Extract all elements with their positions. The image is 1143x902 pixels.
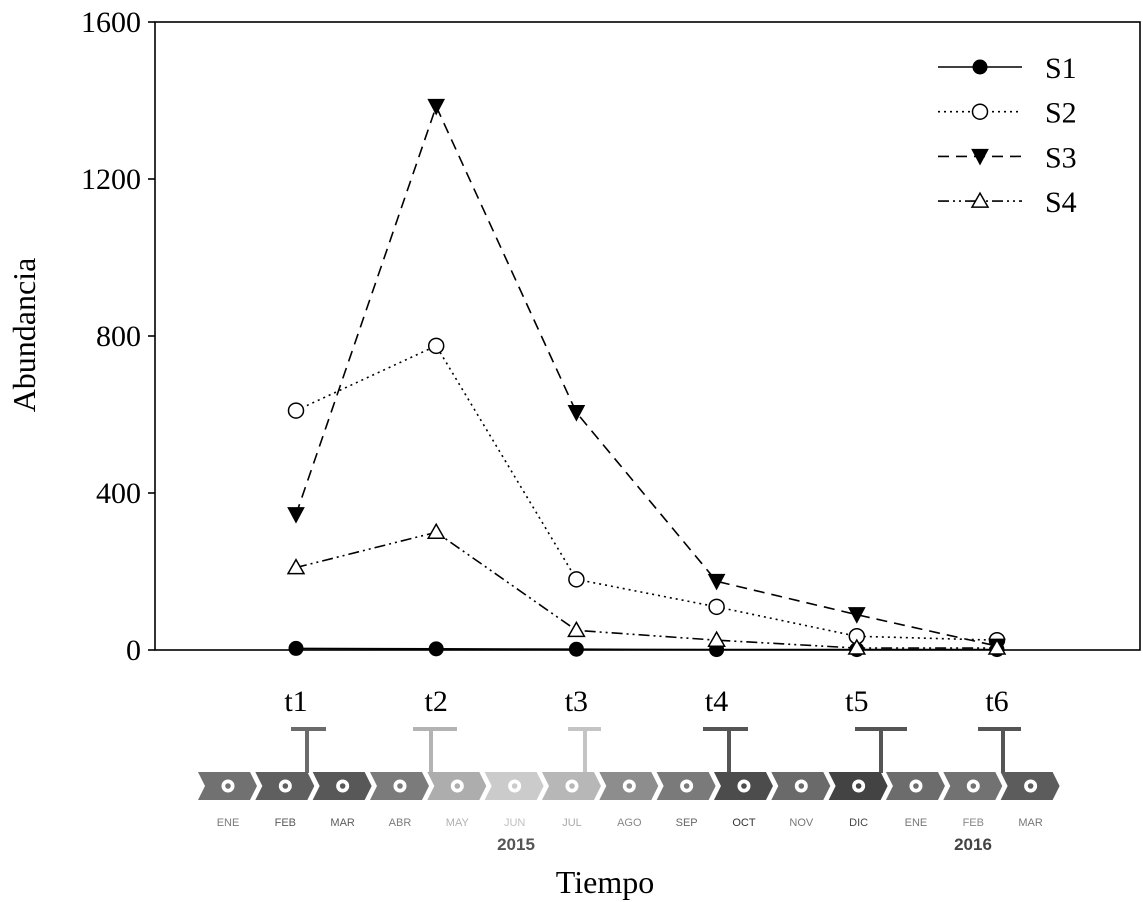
sampling-marker [291,727,326,773]
month-label: MAY [446,817,470,829]
x-category-label: t2 [425,685,448,718]
y-tick-label: 400 [96,477,141,510]
month-circle-dot [683,783,690,789]
month-label: MAR [1018,817,1043,829]
month-circle-dot [798,783,805,789]
month-label: DIC [849,817,868,829]
legend-filled-circle-icon [972,59,988,75]
legend-label: S2 [1045,97,1077,130]
y-tick-label: 1200 [81,163,141,196]
series-line-s1 [295,647,997,651]
legend-label: S3 [1045,141,1077,174]
month-label: JUL [562,817,582,829]
x-category-label: t4 [705,685,728,718]
month-label: FEB [275,817,296,829]
data-point-s3 [427,98,446,116]
month-circle-dot [913,783,919,789]
series-line-s2 [295,344,998,641]
month-circle-dot [511,783,518,789]
data-point-s2 [568,571,585,588]
y-axis-label: Abundancia [6,258,42,413]
legend: S1 S2 S3 S4 [938,52,1077,219]
legend-open-circle-icon [971,103,989,120]
legend-filled-triangle-down-icon [971,148,989,166]
month-circle-dot [855,783,862,789]
series-group [286,98,1007,658]
data-point-s3 [567,405,586,422]
data-point-s3 [707,573,726,591]
month-label: ENE [217,817,240,829]
data-point-s4 [987,638,1007,655]
month-circle-dot [397,783,403,789]
series-line-s3 [295,104,998,647]
month-label: OCT [732,817,756,829]
year-label: 2016 [954,835,992,854]
axes: 0 400 800 1200 1600 t1 t2 t3 t4 t5 t6 [81,6,1141,718]
month-label: MAR [330,817,355,829]
sampling-marker [703,727,748,773]
data-point-s3 [287,507,305,524]
month-label: ABR [389,817,412,829]
y-tick-label: 0 [126,634,141,667]
month-label: NOV [789,817,814,829]
month-circle-dot [569,783,575,789]
x-category-label: t6 [985,685,1008,718]
data-point-s2 [708,598,725,616]
month-circle-dot [454,783,461,789]
y-tick-label: 1600 [81,6,141,39]
data-point-s4 [847,638,867,655]
month-label: AGO [617,817,642,829]
data-point-s4 [426,522,446,539]
month-circle-dot [339,783,346,789]
data-point-s1 [428,641,444,657]
data-point-s4 [707,630,726,647]
sampling-marker [855,727,907,773]
data-point-s1 [568,641,584,657]
x-category-label: t1 [284,685,307,718]
y-tick-label: 800 [96,320,141,353]
month-circle-dot [741,783,747,789]
year-label: 2015 [497,835,535,854]
sampling-marker [978,727,1021,773]
sampling-marker [568,727,601,773]
month-label: ENE [905,817,928,829]
month-label: FEB [963,817,984,829]
month-label: SEP [676,817,698,829]
data-point-s4 [567,620,586,638]
x-axis-label: Tiempo [556,864,654,900]
legend-open-triangle-up-icon [970,191,990,208]
month-circle-dot [225,783,231,789]
data-point-s3 [847,607,866,624]
month-circle-dot [970,783,977,789]
month-circle-dot [1027,783,1034,789]
series-line-s4 [295,531,997,649]
x-category-label: t3 [565,685,588,718]
sampling-timeline: ENE FEB MAR ABR MAY JUN JUL AGO SEP OCT NOV DIC ENE F… [198,727,1060,854]
legend-label: S4 [1045,186,1077,219]
month-label: JUN [504,817,525,829]
data-point-s2 [287,402,305,419]
month-circle-dot [282,783,289,789]
month-circle-dot [626,783,633,789]
data-point-s4 [286,558,306,575]
sampling-marker [413,727,457,773]
data-point-s2 [427,337,445,355]
x-category-label: t5 [845,685,868,718]
legend-label: S1 [1045,52,1077,85]
data-point-s1 [288,640,304,656]
